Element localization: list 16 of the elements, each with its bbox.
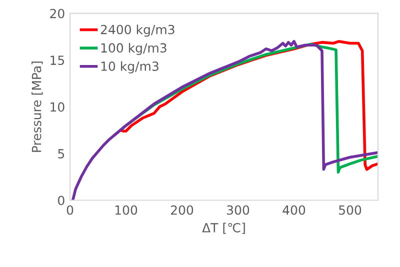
x-tick-label: 300 (227, 205, 250, 215)
legend-label: 10 kg/m3 (101, 61, 158, 74)
legend-label: 2400 kg/m3 (100, 24, 174, 37)
legend-label: 100 kg/m3 (101, 42, 166, 56)
x-tick-label: 0 (66, 205, 74, 215)
y-tick-label: 5 (58, 149, 64, 158)
x-axis-title: ΔT [℃] (202, 222, 245, 234)
y-tick-label: 10 (50, 102, 64, 112)
y-tick-label: 20 (50, 8, 64, 18)
x-tick-label: 100 (115, 205, 138, 215)
y-tick-label: 0 (58, 196, 64, 206)
x-tick-label: 400 (282, 205, 306, 215)
x-tick-label: 500 (339, 205, 362, 215)
y-tick-label: 15 (50, 56, 64, 65)
y-axis-title: Pressure [MPa] (32, 62, 43, 152)
x-tick-label: 200 (170, 205, 194, 215)
